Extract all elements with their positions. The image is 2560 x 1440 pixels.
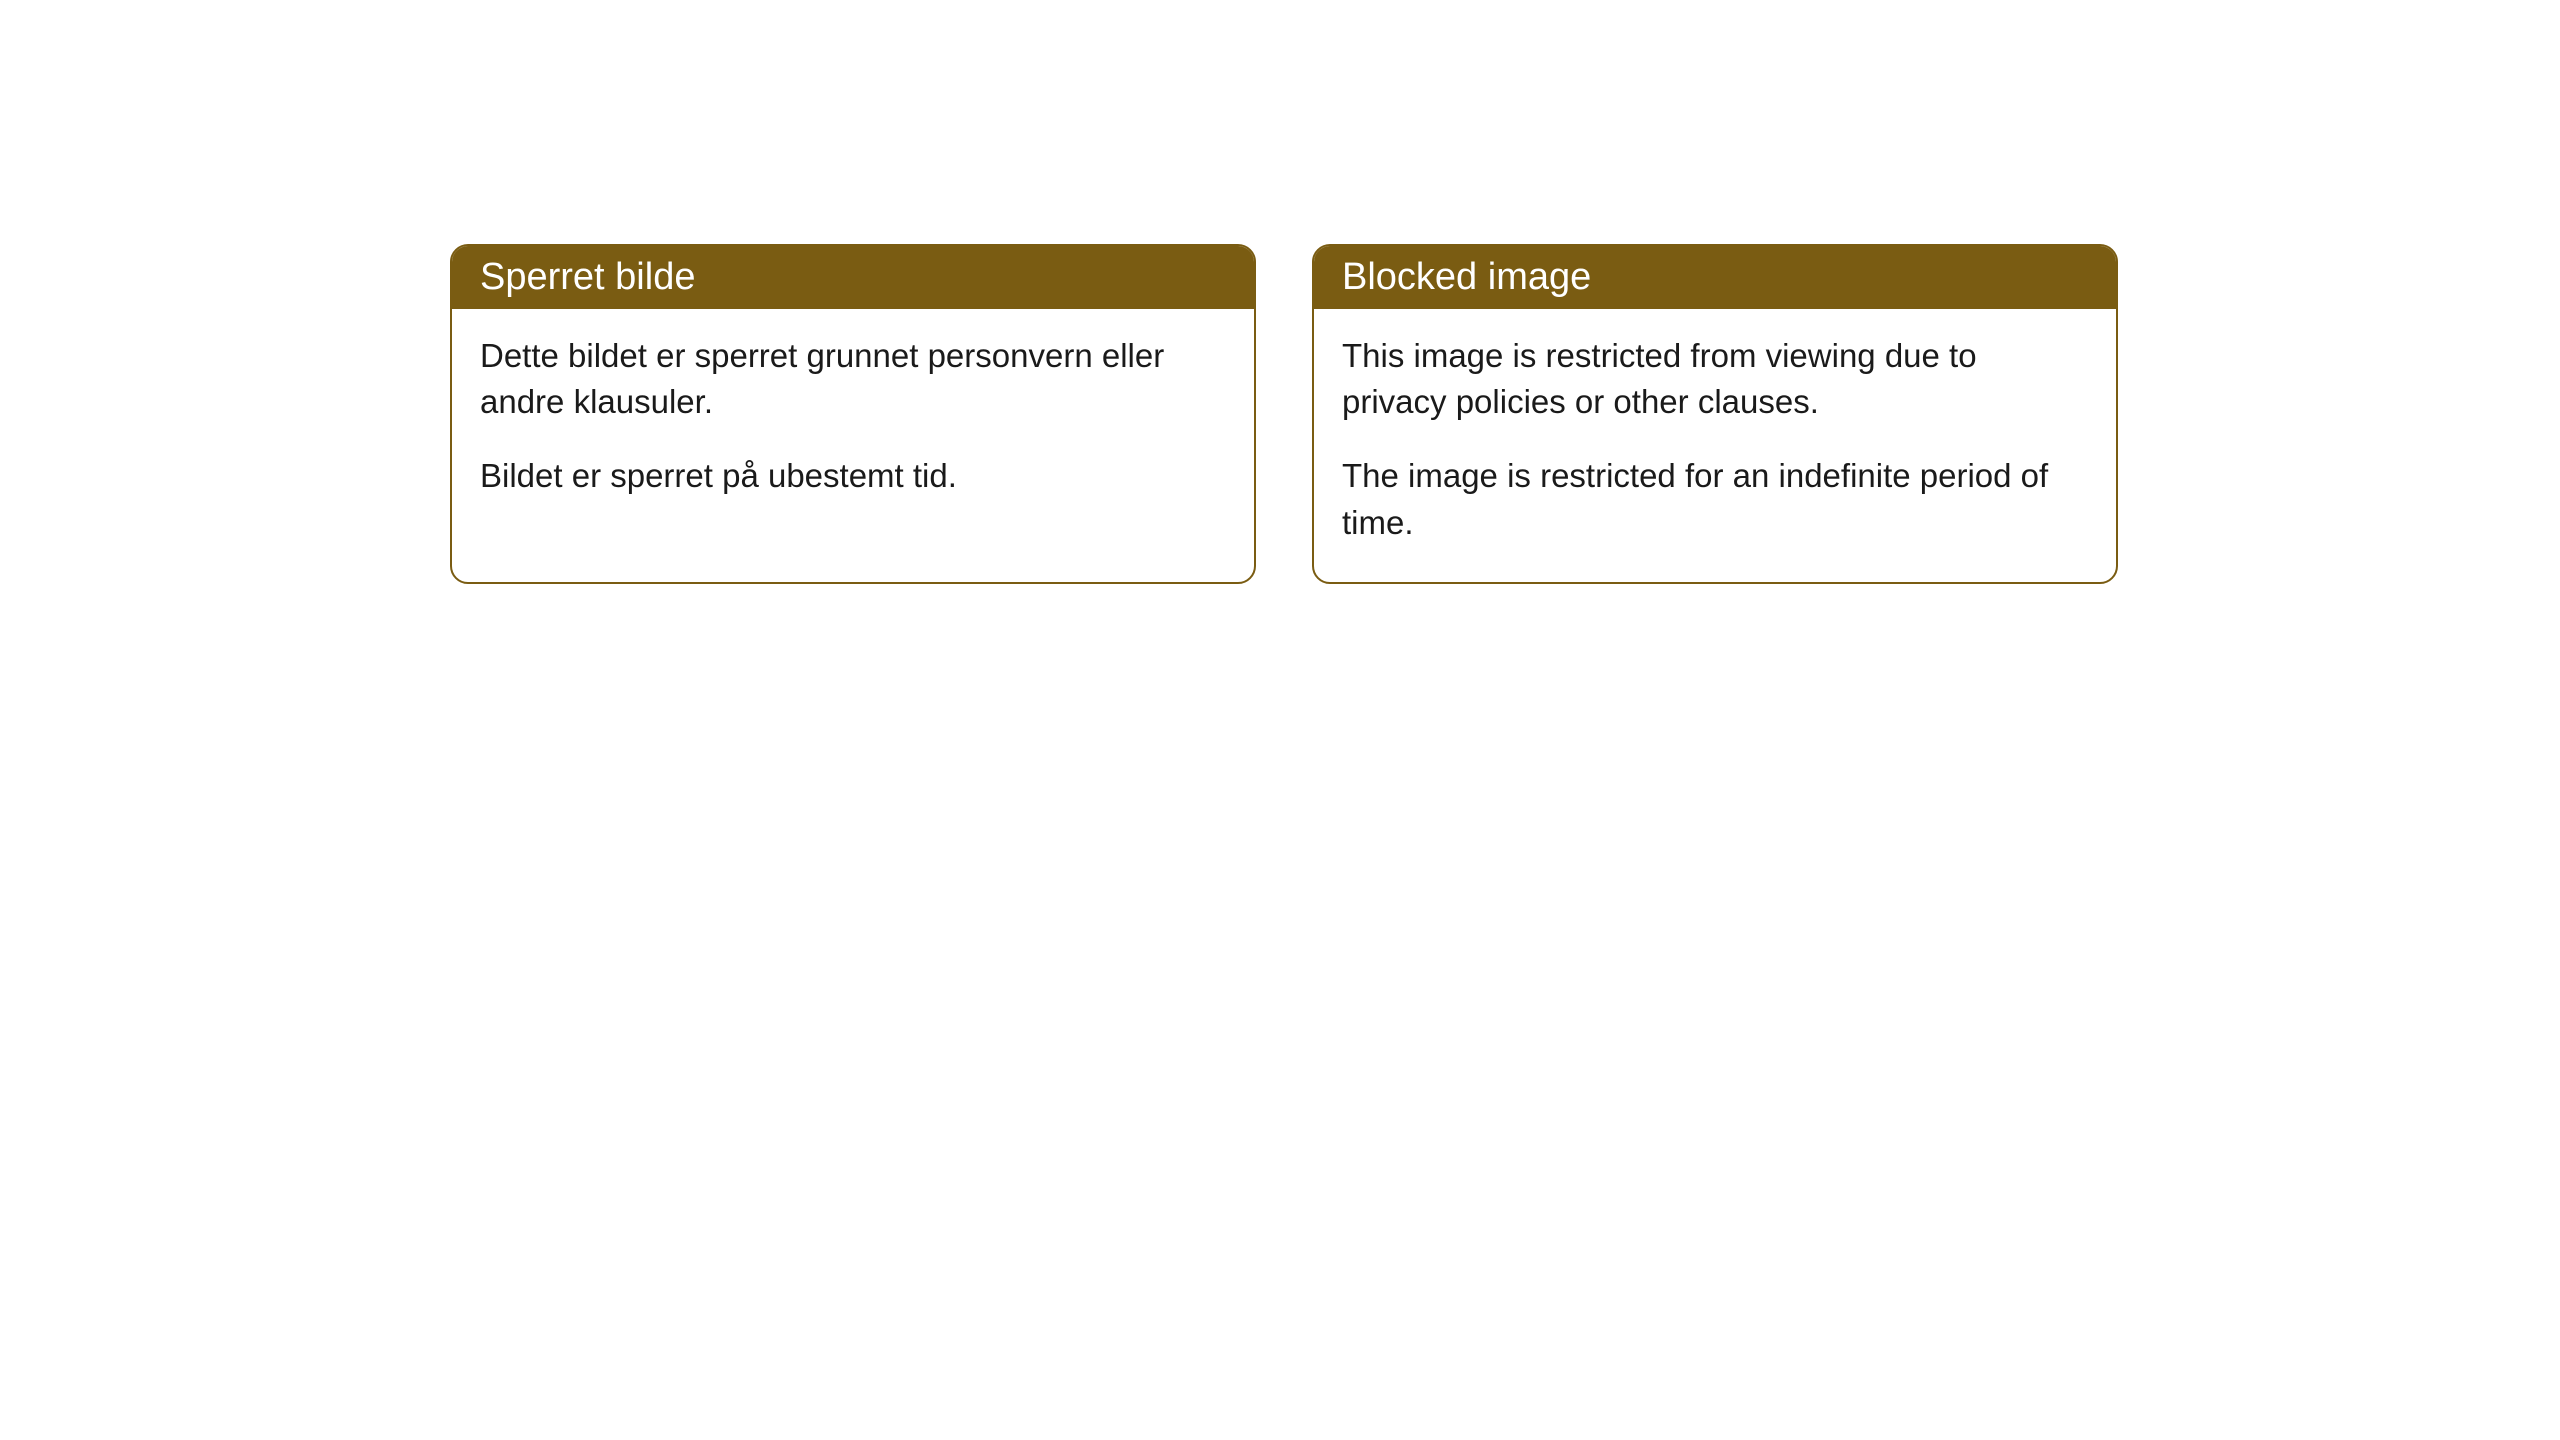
card-paragraph-2: Bildet er sperret på ubestemt tid.: [480, 453, 1226, 499]
card-body-norwegian: Dette bildet er sperret grunnet personve…: [452, 309, 1254, 536]
card-header-norwegian: Sperret bilde: [452, 246, 1254, 309]
card-title: Sperret bilde: [480, 256, 695, 298]
card-paragraph-1: This image is restricted from viewing du…: [1342, 333, 2088, 425]
notice-cards-container: Sperret bilde Dette bildet er sperret gr…: [450, 244, 2118, 584]
notice-card-english: Blocked image This image is restricted f…: [1312, 244, 2118, 584]
card-paragraph-1: Dette bildet er sperret grunnet personve…: [480, 333, 1226, 425]
card-header-english: Blocked image: [1314, 246, 2116, 309]
notice-card-norwegian: Sperret bilde Dette bildet er sperret gr…: [450, 244, 1256, 584]
card-title: Blocked image: [1342, 256, 1591, 298]
card-body-english: This image is restricted from viewing du…: [1314, 309, 2116, 582]
card-paragraph-2: The image is restricted for an indefinit…: [1342, 453, 2088, 545]
